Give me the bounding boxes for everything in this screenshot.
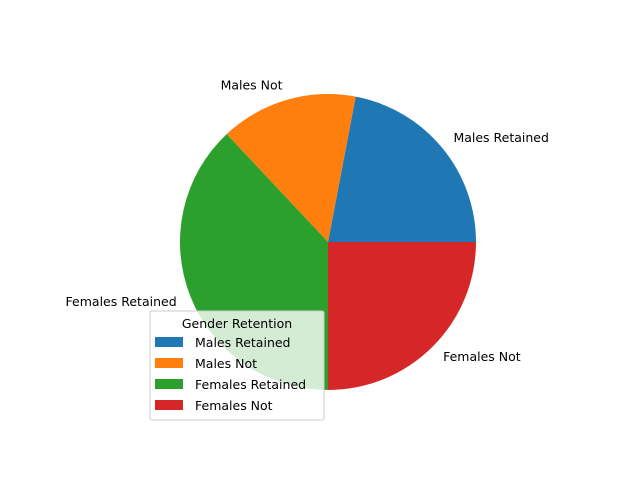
pie-slice-labels: Males Retained Males Not Females Retained F… [66, 78, 549, 364]
pie-slice-males-retained [328, 96, 477, 242]
legend-swatch-females-retained [155, 379, 183, 389]
legend-title: Gender Retention [182, 316, 292, 331]
legend-label-females-not: Females Not [195, 398, 273, 413]
legend: Gender Retention Males Retained Males Not… [149, 310, 325, 421]
legend-swatch-males-retained [155, 337, 183, 347]
legend-label-males-retained: Males Retained [195, 335, 291, 350]
legend-entries: Males Retained Males Not Females Retained F… [155, 335, 306, 413]
legend-swatch-males-not [155, 358, 183, 368]
pie-slice-males-not [226, 94, 356, 242]
legend-label-females-retained: Females Retained [195, 377, 306, 392]
pie-slice-females-not [328, 242, 476, 390]
slice-label-males-not: Males Not [221, 78, 283, 93]
legend-swatch-females-not [155, 400, 183, 410]
slice-label-females-retained: Females Retained [66, 294, 177, 309]
legend-frame [149, 310, 325, 421]
legend-label-males-not: Males Not [195, 356, 257, 371]
slice-label-males-retained: Males Retained [453, 130, 549, 145]
slice-label-females-not: Females Not [443, 349, 521, 364]
